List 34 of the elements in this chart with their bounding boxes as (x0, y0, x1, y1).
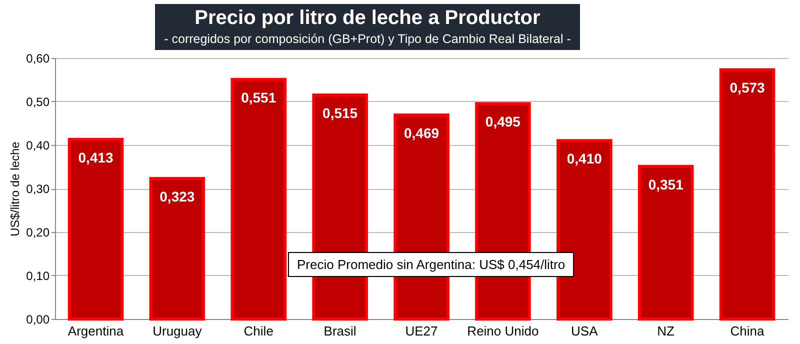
bar (68, 138, 124, 320)
y-tick-label: 0,60 (26, 52, 50, 66)
x-tick-label: NZ (657, 324, 675, 338)
y-axis-title: US$/litro de leche (8, 141, 22, 236)
x-tick-label: China (730, 324, 766, 338)
x-tick-label: Argentina (68, 324, 124, 338)
x-tick-label: USA (571, 324, 598, 338)
data-label: 0,469 (404, 124, 440, 141)
x-tick-label: Chile (244, 324, 274, 338)
data-label: 0,351 (648, 176, 684, 192)
x-tick-label: UE27 (405, 324, 438, 338)
y-tick-label: 0,10 (26, 269, 50, 283)
y-tick-label: 0,40 (26, 138, 50, 152)
data-label: 0,495 (485, 114, 521, 130)
data-label: 0,413 (78, 149, 114, 166)
bar (230, 78, 286, 320)
x-tick-label: Uruguay (152, 324, 202, 338)
data-label: 0,551 (241, 89, 276, 106)
y-tick-label: 0,20 (26, 226, 50, 240)
bar (719, 68, 776, 320)
chart-subtitle: - corregidos por composición (GB+Prot) y Tipo de Cambio Real Bilateral - (163, 32, 572, 46)
bar (149, 176, 206, 320)
annotation: Precio Promedio sin Argentina: US$ 0,454/litro (288, 252, 574, 277)
x-tick-label: Brasil (324, 324, 356, 338)
bar (638, 164, 694, 320)
y-tick-label: 0,50 (26, 95, 50, 109)
data-label: 0,323 (160, 188, 195, 204)
y-tick-label: 0,00 (26, 312, 50, 326)
chart-title: Precio por litro de leche a Productor (194, 7, 542, 30)
data-label: 0,410 (566, 150, 602, 167)
data-label: 0,515 (322, 104, 358, 121)
y-tick-label: 0,30 (26, 182, 50, 196)
x-tick-label: Reino Unido (467, 324, 539, 338)
data-label: 0,573 (730, 80, 765, 96)
